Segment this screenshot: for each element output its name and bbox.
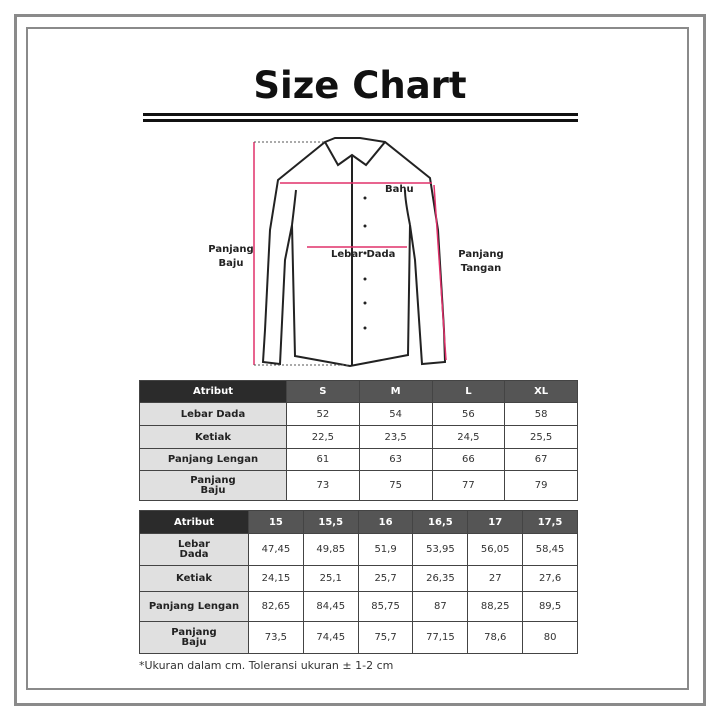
table-row: Lebar Dada 52 54 56 58 — [139, 402, 578, 426]
row-label: Lebar Dada — [139, 533, 249, 566]
table-row: Panjang Lengan 61 63 66 67 — [139, 448, 578, 471]
label-panjang-tangan: Panjang Tangan — [458, 249, 504, 274]
column-header: 17,5 — [522, 510, 578, 534]
column-header: Atribut — [139, 510, 249, 534]
table-cell: 47,45 — [248, 533, 304, 566]
size-table-letters: Atribut S M L XL Lebar Dada 52 54 56 58 Ketiak 22,5… — [139, 380, 578, 501]
column-header: S — [286, 380, 360, 403]
row-label: Ketiak — [139, 565, 249, 592]
table-row: Ketiak 24,15 25,1 25,7 26,35 27 27,6 — [139, 565, 578, 592]
table-cell: 26,35 — [412, 565, 469, 592]
row-label: Ketiak — [139, 425, 287, 449]
label-bahu: Bahu — [385, 184, 414, 195]
table-cell: 61 — [286, 448, 360, 471]
column-header: Atribut — [139, 380, 287, 403]
table-cell: 23,5 — [358, 425, 433, 449]
column-header: 16,5 — [412, 510, 469, 534]
table-cell: 49,85 — [302, 533, 359, 566]
divider — [143, 113, 578, 116]
column-header: 17 — [467, 510, 524, 534]
table-cell: 80 — [522, 621, 578, 654]
row-label: Lebar Dada — [139, 402, 287, 426]
table-cell: 63 — [358, 448, 433, 471]
inner-frame — [26, 27, 689, 690]
table-cell: 22,5 — [286, 425, 360, 449]
table-cell: 73,5 — [248, 621, 304, 654]
table-cell: 89,5 — [522, 591, 578, 622]
column-header: M — [358, 380, 433, 403]
table-cell: 54 — [358, 402, 433, 426]
table-cell: 88,25 — [467, 591, 524, 622]
size-table-numbers: Atribut 15 15,5 16 16,5 17 17,5 Lebar Dada 47,45… — [139, 510, 578, 654]
table-cell: 74,45 — [302, 621, 359, 654]
label-panjang-baju: Panjang Baju — [208, 244, 254, 269]
divider — [143, 119, 578, 122]
label-lebar-dada: Lebar Dada — [331, 249, 396, 260]
table-cell: 25,5 — [504, 425, 578, 449]
shirt-diagram — [253, 137, 447, 368]
table-cell: 78,6 — [467, 621, 524, 654]
table-cell: 87 — [412, 591, 469, 622]
row-label: Panjang Lengan — [139, 448, 287, 471]
size-note: *Ukuran dalam cm. Toleransi ukuran ± 1-2… — [139, 659, 394, 672]
table-cell: 53,95 — [412, 533, 469, 566]
column-header: 15,5 — [302, 510, 359, 534]
table-cell: 82,65 — [248, 591, 304, 622]
table-row: Lebar Dada 47,45 49,85 51,9 53,95 56,05 58,45 — [139, 533, 578, 566]
table-cell: 56,05 — [467, 533, 524, 566]
table-cell: 58,45 — [522, 533, 578, 566]
table-cell: 27,6 — [522, 565, 578, 592]
table-cell: 27 — [467, 565, 524, 592]
outer-frame — [14, 14, 706, 706]
table-cell: 84,45 — [302, 591, 359, 622]
column-header: 16 — [357, 510, 414, 534]
table-cell: 66 — [431, 448, 506, 471]
table-cell: 24,15 — [248, 565, 304, 592]
row-label: Panjang Baju — [139, 621, 249, 654]
column-header: XL — [504, 380, 578, 403]
table-cell: 25,1 — [302, 565, 359, 592]
table-cell: 67 — [504, 448, 578, 471]
row-label: Panjang Lengan — [139, 591, 249, 622]
table-cell: 79 — [504, 470, 578, 501]
table-row: Panjang Baju 73,5 74,45 75,7 77,15 78,6 80 — [139, 621, 578, 654]
table-cell: 75 — [358, 470, 433, 501]
table-cell: 77 — [431, 470, 506, 501]
table-cell: 51,9 — [357, 533, 414, 566]
table-row: Ketiak 22,5 23,5 24,5 25,5 — [139, 425, 578, 449]
table-row: Panjang Baju 73 75 77 79 — [139, 470, 578, 501]
table-cell: 52 — [286, 402, 360, 426]
table-row: Panjang Lengan 82,65 84,45 85,75 87 88,25 89,5 — [139, 591, 578, 622]
table-cell: 56 — [431, 402, 506, 426]
column-header: 15 — [248, 510, 304, 534]
row-label: Panjang Baju — [139, 470, 287, 501]
table-cell: 73 — [286, 470, 360, 501]
table-cell: 77,15 — [412, 621, 469, 654]
table-cell: 85,75 — [357, 591, 414, 622]
table-cell: 24,5 — [431, 425, 506, 449]
column-header: L — [431, 380, 506, 403]
table-cell: 58 — [504, 402, 578, 426]
table-cell: 75,7 — [357, 621, 414, 654]
page-title: Size Chart — [253, 64, 467, 107]
table-cell: 25,7 — [357, 565, 414, 592]
